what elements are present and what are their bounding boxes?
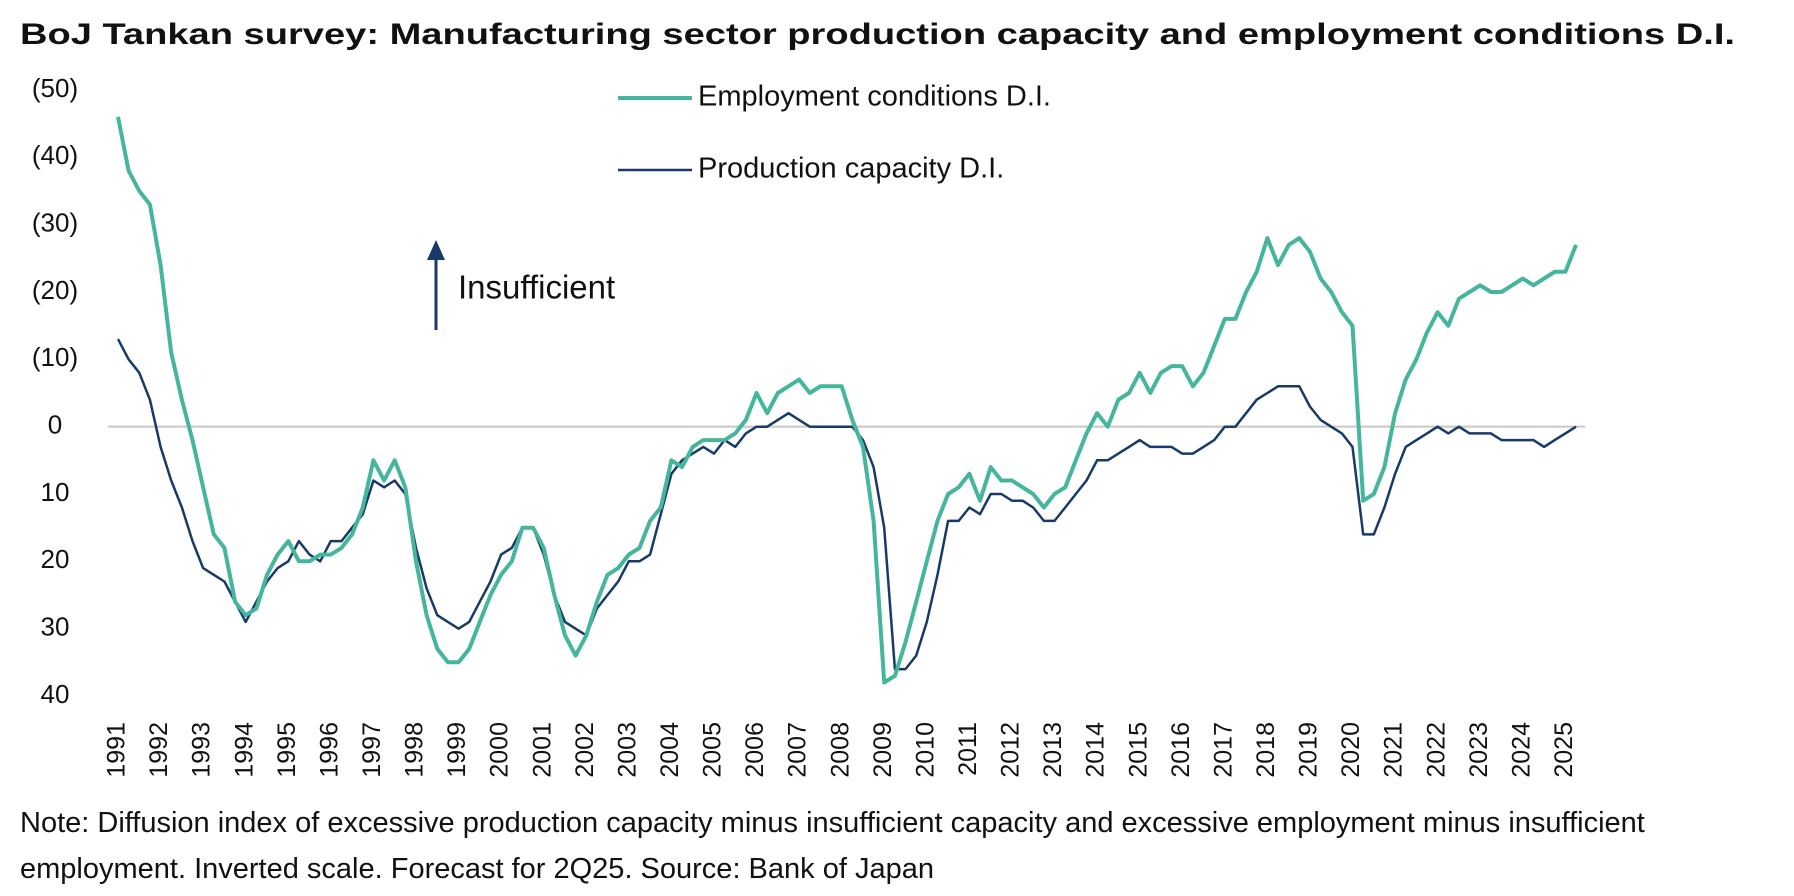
x-tick-label: 2013 — [1039, 722, 1067, 778]
x-tick-label: 2004 — [656, 722, 684, 778]
x-tick-label: 2020 — [1337, 722, 1365, 778]
y-tick-label: 40 — [41, 679, 70, 709]
y-tick-label: (50) — [32, 73, 78, 103]
x-tick-label: 2003 — [613, 722, 641, 778]
x-tick-label: 1999 — [443, 722, 471, 778]
arrow-head — [427, 240, 445, 260]
series-line — [116, 116, 1578, 685]
x-tick-label: 1991 — [103, 722, 131, 778]
x-tick-label: 2006 — [741, 722, 769, 778]
x-tick-label: 1993 — [188, 722, 216, 778]
x-tick-label: 2002 — [571, 722, 599, 778]
y-tick-label: (20) — [32, 275, 78, 305]
x-tick-label: 2017 — [1209, 722, 1237, 778]
y-tick-label: 20 — [41, 544, 70, 574]
x-tick-label: 2000 — [486, 722, 514, 778]
x-tick-label: 2024 — [1507, 722, 1535, 778]
x-tick-label: 2018 — [1252, 722, 1280, 778]
x-tick-label: 2001 — [528, 722, 556, 778]
x-tick-label: 2019 — [1295, 722, 1323, 778]
x-tick-label: 2008 — [826, 722, 854, 778]
x-tick-label: 2022 — [1422, 722, 1450, 778]
x-tick-label: 2011 — [954, 722, 982, 776]
y-tick-label: 0 — [48, 410, 62, 440]
note: Note: Diffusion index of excessive produ… — [20, 807, 1645, 885]
x-tick-label: 2005 — [699, 722, 727, 778]
y-tick-label: (30) — [32, 208, 78, 238]
annotation: Insufficient — [458, 269, 615, 306]
x-tick-label: 1998 — [401, 722, 429, 778]
y-tick-label: 10 — [41, 477, 70, 507]
x-tick-label: 2014 — [1082, 722, 1110, 778]
x-tick-label: 1992 — [145, 722, 173, 778]
x-tick-label: 1994 — [230, 722, 258, 778]
y-tick-label: (10) — [32, 342, 78, 372]
x-tick-label: 1996 — [315, 722, 343, 778]
x-tick-label: 2016 — [1167, 722, 1195, 778]
chart-title: BoJ Tankan survey: Manufacturing sector … — [20, 18, 1735, 51]
x-tick-label: 2007 — [784, 722, 812, 778]
x-tick-label: 2015 — [1124, 722, 1152, 778]
x-tick-label: 2010 — [911, 722, 939, 778]
x-tick-label: 2025 — [1550, 722, 1578, 778]
legend-label: Employment conditions D.I. — [698, 81, 1051, 113]
legend-label: Production capacity D.I. — [698, 153, 1004, 185]
y-tick-label: (40) — [32, 140, 78, 170]
x-tick-label: 2023 — [1465, 722, 1493, 778]
x-tick-label: 2012 — [997, 722, 1025, 778]
x-tick-label: 2021 — [1380, 722, 1408, 778]
x-tick-label: 1997 — [358, 722, 386, 778]
x-tick-label: 2009 — [869, 722, 897, 778]
chart: BoJ Tankan survey: Manufacturing sector … — [20, 18, 1735, 778]
x-tick-label: 1995 — [273, 722, 301, 778]
y-tick-label: 30 — [41, 612, 70, 642]
